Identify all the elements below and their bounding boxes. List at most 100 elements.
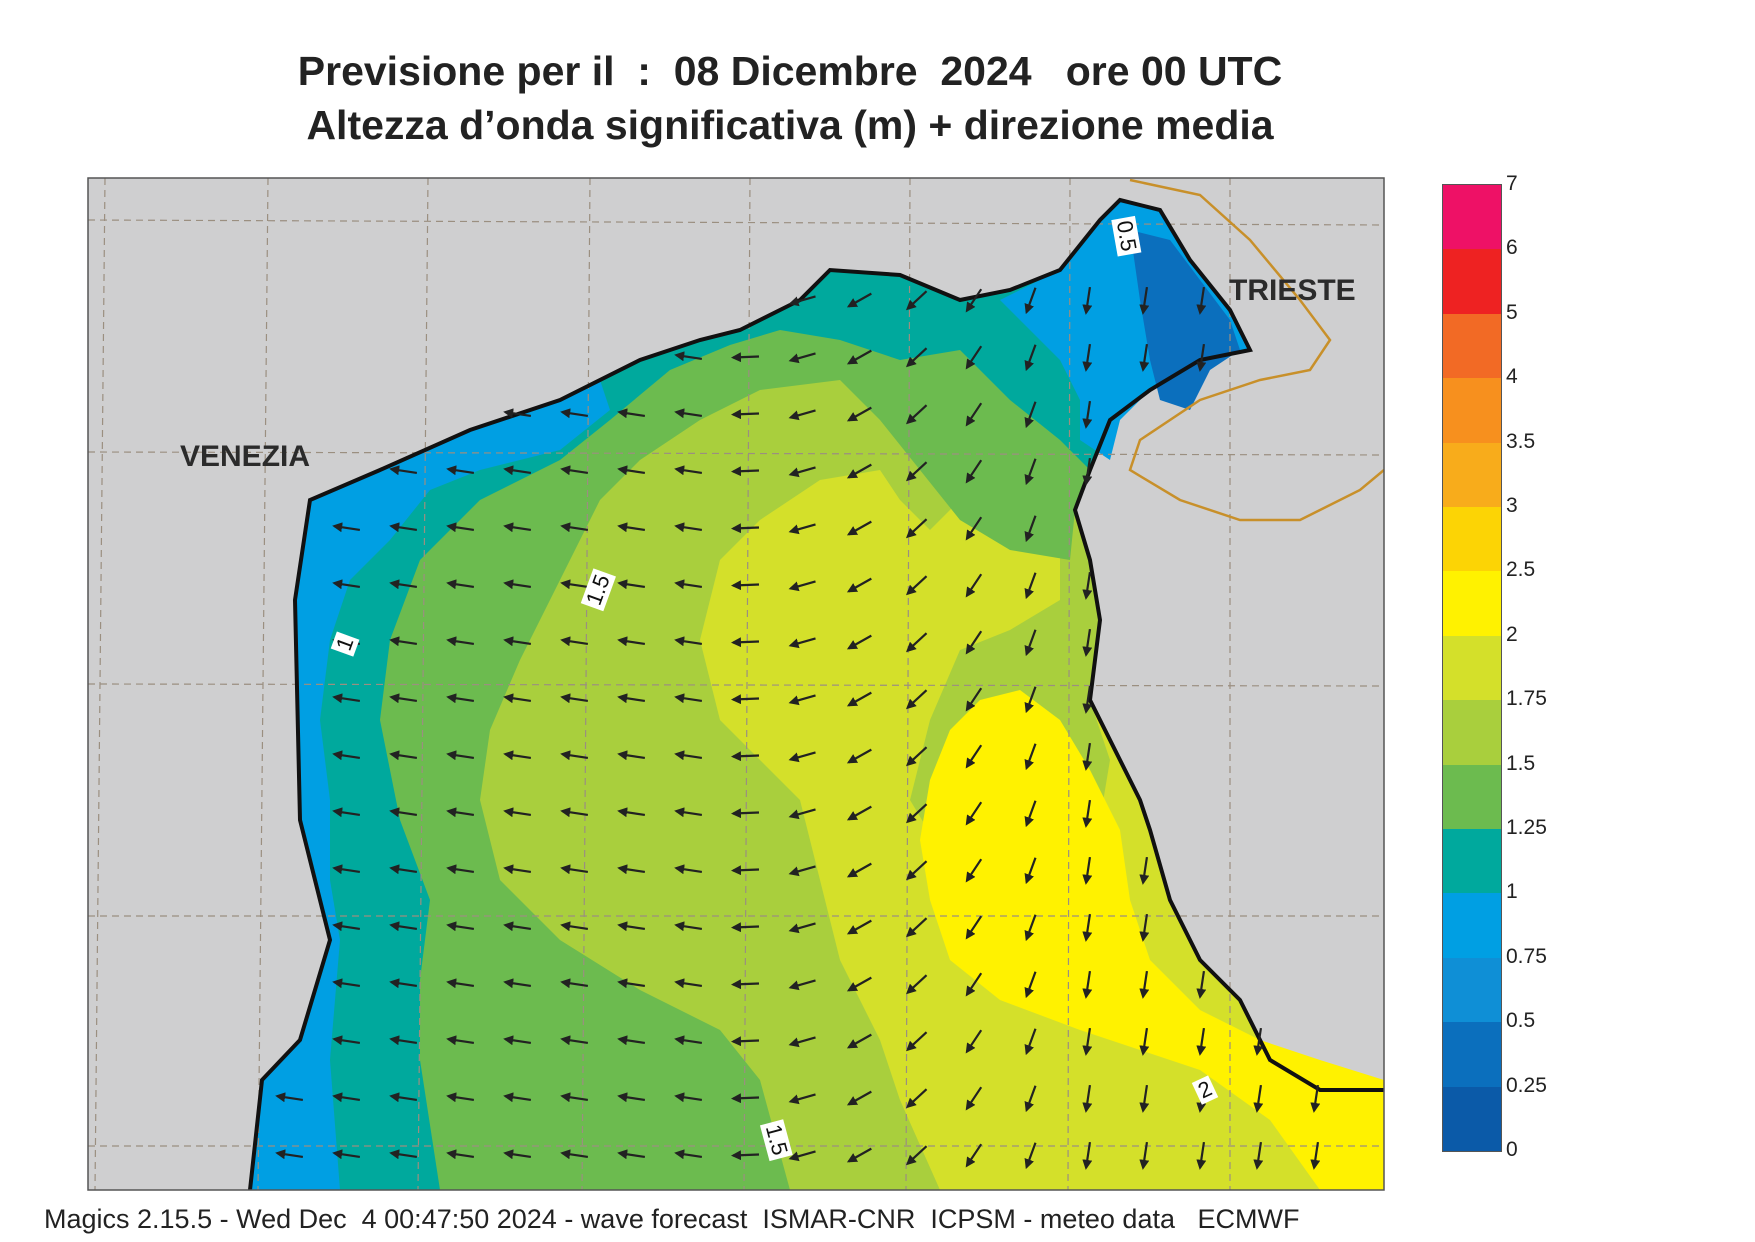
wave-direction-arrow [1024, 914, 1037, 942]
wave-direction-arrow [788, 979, 816, 991]
legend-swatch [1443, 829, 1501, 894]
wave-direction-arrow [1082, 1027, 1093, 1056]
wave-direction-arrow [389, 579, 418, 590]
wave-direction-arrow [731, 751, 760, 762]
wave-direction-arrow [1024, 287, 1037, 315]
wave-direction-arrow [332, 921, 361, 932]
wave-direction-arrow [446, 636, 475, 647]
wave-direction-arrow [788, 637, 816, 649]
wave-direction-arrow [1082, 799, 1093, 828]
wave-direction-arrow [1253, 1027, 1264, 1056]
wave-direction-arrow [446, 1092, 475, 1103]
wave-direction-arrow [1082, 1084, 1093, 1113]
wave-direction-arrow [503, 921, 532, 932]
wave-direction-arrow [674, 921, 703, 932]
wave-direction-arrow [617, 693, 646, 704]
wave-direction-arrow [965, 516, 983, 541]
wave-direction-arrow [560, 864, 589, 875]
wave-direction-arrow [1082, 685, 1093, 714]
wave-direction-arrow [965, 744, 983, 769]
legend-level-label: 3 [1506, 494, 1518, 517]
wave-direction-arrow [389, 978, 418, 989]
wave-direction-arrow [905, 518, 928, 539]
wave-direction-arrow [1024, 629, 1037, 657]
wave-direction-arrow [389, 522, 418, 533]
wave-direction-arrow [965, 972, 983, 997]
legend-level-label: 0 [1506, 1138, 1518, 1161]
wave-direction-arrow [332, 807, 361, 818]
wave-direction-arrow [1024, 572, 1037, 600]
wave-direction-arrow [846, 292, 872, 308]
wave-direction-arrow [1024, 344, 1037, 372]
national-border [1128, 178, 1384, 522]
legend-swatch [1443, 700, 1501, 765]
wave-direction-arrow [674, 807, 703, 818]
wave-direction-arrow [965, 1086, 983, 1111]
legend-level-label: 1.25 [1506, 816, 1547, 839]
wave-direction-arrow [965, 573, 983, 598]
wave-direction-arrow [846, 520, 872, 536]
wave-direction-arrow [446, 1035, 475, 1046]
wave-direction-arrow [446, 750, 475, 761]
wave-direction-arrow [905, 461, 928, 482]
wave-direction-arrow [788, 352, 816, 364]
wave-direction-arrow [731, 1093, 760, 1104]
wave-direction-arrow [617, 1092, 646, 1103]
wave-direction-arrow [731, 352, 760, 363]
wave-direction-arrow [503, 978, 532, 989]
wave-direction-arrow [1082, 913, 1093, 942]
wave-direction-arrow [560, 978, 589, 989]
wave-direction-arrow [788, 694, 816, 706]
wave-direction-arrow [846, 919, 872, 935]
wave-direction-arrow [905, 632, 928, 653]
legend-level-label: 3.5 [1506, 429, 1536, 453]
coastline [248, 197, 1384, 1190]
wave-direction-arrow [905, 974, 928, 995]
wave-direction-arrow [731, 409, 760, 420]
wave-direction-arrow [1139, 286, 1150, 315]
wave-direction-arrow [731, 637, 760, 648]
wave-direction-arrow [731, 865, 760, 876]
wave-direction-arrow [965, 1029, 983, 1054]
wave-direction-arrow [674, 465, 703, 476]
wave-direction-arrow [560, 921, 589, 932]
legend-swatch [1443, 249, 1501, 314]
wave-direction-arrow [1082, 970, 1093, 999]
legend-level-label: 2 [1506, 622, 1518, 646]
legend-swatch [1443, 893, 1501, 958]
wave-direction-arrow [503, 864, 532, 875]
legend-level-label: 0.25 [1506, 1073, 1547, 1097]
wave-direction-arrow [1082, 457, 1093, 486]
wave-direction-arrow [503, 522, 532, 533]
wave-direction-arrow [617, 522, 646, 533]
wave-direction-arrow [446, 579, 475, 590]
wave-direction-arrow [788, 580, 816, 592]
wave-direction-arrow [389, 465, 418, 476]
wave-direction-arrow [617, 864, 646, 875]
wave-direction-arrow [446, 978, 475, 989]
wave-direction-arrow [1196, 343, 1207, 372]
wave-direction-arrow [275, 1149, 304, 1160]
wave-direction-arrow [617, 1149, 646, 1160]
wave-direction-arrow [1082, 1141, 1093, 1170]
wave-direction-arrow [905, 1088, 928, 1109]
title-line-1: Previsione per il : 08 Dicembre 2024 ore… [297, 48, 1283, 94]
wave-direction-arrow [617, 1035, 646, 1046]
wave-direction-arrow [788, 1150, 816, 1162]
wave-direction-arrow [846, 1090, 872, 1106]
wave-direction-arrow [503, 750, 532, 761]
wave-direction-arrow [503, 408, 532, 419]
wave-direction-arrow [446, 807, 475, 818]
map-frame [87, 177, 1385, 1191]
wave-direction-arrow [788, 808, 816, 820]
wave-direction-arrow [1082, 856, 1093, 885]
legend-swatch [1443, 764, 1501, 830]
legend-level-label: 4 [1506, 365, 1518, 389]
wave-direction-arrow [1139, 1141, 1150, 1170]
wave-direction-arrow [788, 1093, 816, 1105]
wave-direction-arrow [788, 865, 816, 877]
place-label-trieste: TRIESTE [1229, 274, 1356, 307]
wave-direction-arrow [905, 1145, 928, 1166]
wave-direction-arrow [1196, 1141, 1207, 1170]
wave-direction-arrow [846, 634, 872, 650]
